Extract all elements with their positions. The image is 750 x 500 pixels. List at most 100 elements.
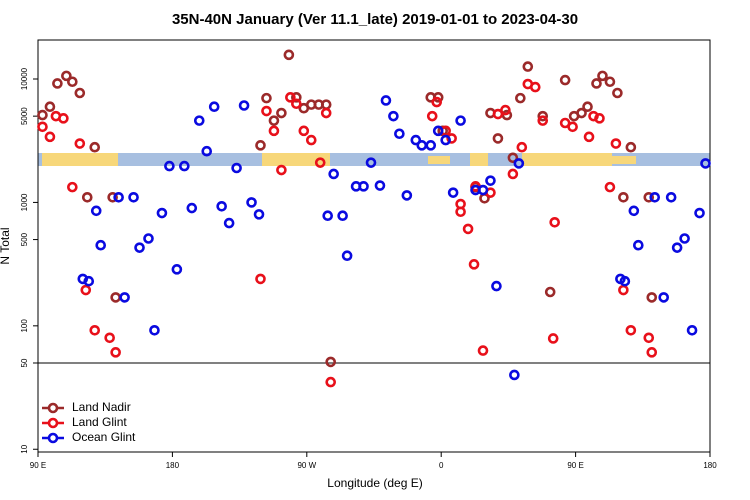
data-point [325, 356, 336, 368]
data-point [328, 168, 339, 180]
x-tick-label: 180 [703, 461, 717, 470]
data-point [549, 217, 560, 228]
data-point [547, 333, 559, 344]
data-point [89, 325, 101, 336]
data-point [107, 192, 118, 203]
data-point [649, 192, 661, 203]
data-point [193, 115, 205, 126]
data-point [44, 131, 56, 143]
data-point [516, 141, 528, 153]
data-point [80, 284, 92, 296]
data-point [440, 134, 451, 146]
data-point [700, 158, 711, 169]
data-point [216, 201, 227, 212]
y-tick-label: 1000 [20, 193, 29, 211]
chart-title: 35N-40N January (Ver 11.1_late) 2019-01-… [172, 11, 578, 28]
data-point [358, 181, 369, 192]
data-point [462, 223, 474, 235]
data-point [576, 107, 587, 119]
data-point [261, 92, 272, 104]
data-point [83, 275, 95, 287]
legend-label: Land Nadir [72, 400, 131, 414]
data-point [477, 345, 489, 356]
data-point [583, 131, 595, 143]
data-point [388, 110, 399, 122]
data-point [374, 180, 386, 191]
data-point [633, 239, 644, 251]
data-point [612, 87, 623, 99]
y-tick-label: 500 [20, 232, 29, 246]
data-point [432, 125, 444, 137]
data-point [455, 115, 466, 126]
data-point [104, 332, 115, 344]
data-point [643, 332, 655, 344]
data-point [594, 113, 605, 124]
plot-frame [37, 39, 711, 453]
data-point [468, 259, 480, 270]
data-point [604, 76, 616, 88]
data-point [425, 140, 437, 151]
data-point [410, 134, 422, 146]
data-point [143, 233, 154, 244]
data-point [507, 152, 519, 164]
data-point [522, 61, 534, 72]
data-point [171, 264, 183, 275]
data-point [416, 140, 428, 151]
data-point [128, 192, 139, 203]
data-point [500, 104, 511, 116]
data-point [646, 347, 658, 358]
data-point [276, 164, 287, 176]
data-point [618, 284, 629, 296]
data-point [291, 92, 302, 103]
data-point [52, 78, 63, 89]
data-point [529, 81, 541, 93]
legend-label: Land Glint [72, 415, 127, 429]
data-point [455, 206, 466, 218]
data-point [341, 250, 353, 262]
legend-marker [47, 402, 59, 414]
data-point [314, 157, 326, 168]
data-point [268, 125, 280, 137]
data-point [134, 242, 145, 253]
data-point [365, 157, 377, 168]
data-point [89, 141, 101, 153]
data-point [646, 292, 658, 303]
data-point [492, 133, 504, 144]
data-point [507, 168, 519, 180]
legend-marker [47, 417, 59, 429]
data-point [426, 110, 438, 122]
data-point [186, 202, 198, 214]
y-tick-label: 50 [20, 358, 29, 367]
data-point [394, 128, 405, 140]
x-tick-label: 90 W [297, 461, 316, 470]
data-point [110, 347, 121, 358]
data-point [337, 210, 348, 222]
data-point [431, 96, 443, 108]
legend-label: Ocean Glint [72, 430, 136, 444]
x-tick-label: 0 [439, 461, 444, 470]
data-point [90, 205, 102, 217]
data-point [255, 273, 266, 285]
x-tick-label: 180 [166, 461, 180, 470]
data-point [74, 138, 86, 149]
data-point [544, 286, 556, 298]
data-point [320, 107, 332, 119]
data-point [625, 141, 637, 153]
data-point [231, 162, 242, 174]
data-point [679, 233, 690, 244]
data-point [582, 101, 593, 113]
data-point [61, 70, 72, 82]
data-point [597, 70, 608, 82]
x-tick-label: 90 E [30, 461, 46, 470]
data-point [491, 280, 502, 292]
data-point [694, 207, 705, 219]
data-point [567, 121, 578, 133]
data-point [298, 125, 310, 137]
data-point [74, 87, 86, 99]
data-point [223, 217, 235, 229]
data-point [44, 101, 56, 113]
data-point [604, 181, 616, 193]
data-point [37, 109, 48, 121]
data-point [81, 192, 93, 203]
